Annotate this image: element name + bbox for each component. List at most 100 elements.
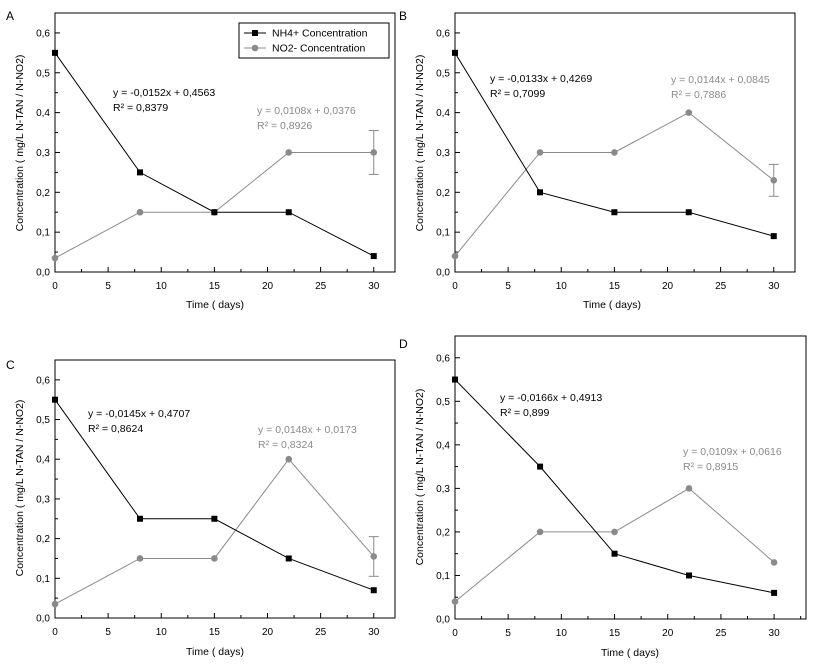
x-axis-title: Time ( days) xyxy=(186,646,244,658)
data-point-nh4 xyxy=(137,515,143,522)
data-point-no2 xyxy=(770,559,778,566)
data-point-no2 xyxy=(370,149,378,156)
y-tick-label: 0,3 xyxy=(36,148,50,159)
y-tick-label: 0,4 xyxy=(436,108,450,119)
data-point-nh4 xyxy=(211,209,218,216)
series-line-no2 xyxy=(454,112,775,257)
y-tick-label: 0,1 xyxy=(36,574,50,585)
series-line-no2 xyxy=(454,487,775,602)
x-tick-label: 25 xyxy=(715,281,727,292)
data-point-nh4 xyxy=(537,463,544,470)
x-tick-label: 0 xyxy=(52,281,58,292)
x-tick-label: 10 xyxy=(156,627,168,638)
legend-marker-square xyxy=(252,30,258,36)
x-tick-label: 20 xyxy=(262,627,274,638)
panel-c: 0,0 0,1 0,2 0,3 0,4 0,5 0,6 0 5 10 15 20 25 30 Time ( … xyxy=(6,358,396,658)
x-tick-label: 5 xyxy=(105,627,111,638)
data-point-nh4 xyxy=(686,572,692,579)
data-point-no2 xyxy=(770,177,778,184)
y-tick-label: 0,5 xyxy=(436,68,450,79)
x-tick-label: 15 xyxy=(209,281,221,292)
legend-label: NO2- Concentration xyxy=(272,43,366,55)
y-tick-label: 0,0 xyxy=(36,268,50,279)
y-tick-label: 0,4 xyxy=(436,440,450,451)
data-point-nh4 xyxy=(211,515,218,522)
regression-no2-equation: y = 0,0148x + 0,0173 xyxy=(258,424,357,436)
regression-no2-r-squared: R² = 0,8926 xyxy=(257,120,312,132)
y-tick-label: 0,5 xyxy=(36,68,50,79)
legend-box xyxy=(238,22,390,59)
data-point-nh4 xyxy=(611,550,618,557)
plot-frame xyxy=(54,12,396,273)
panel-a: 0,0 0,1 0,2 0,3 0,4 0,5 0,6 0 5 10 15 20 25 30 Time ( … xyxy=(6,9,396,311)
y-tick-label: 0,6 xyxy=(36,28,50,39)
regression-no2-r-squared: R² = 0,7886 xyxy=(671,89,726,101)
x-axis-title: Time ( days) xyxy=(583,299,641,311)
x-tick-label: 25 xyxy=(315,627,327,638)
data-point-no2 xyxy=(536,528,544,536)
regression-nh4-r-squared: R² = 0,899 xyxy=(500,407,549,419)
x-tick-label: 10 xyxy=(556,628,568,639)
data-point-no2 xyxy=(136,208,144,216)
y-tick-label: 0,3 xyxy=(36,494,50,505)
regression-nh4-equation: y = -0,0166x + 0,4913 xyxy=(500,392,602,404)
data-point-nh4 xyxy=(611,209,618,216)
y-tick-label: 0,2 xyxy=(36,188,50,199)
data-point-no2 xyxy=(51,600,59,608)
data-point-no2 xyxy=(211,555,218,562)
data-point-nh4 xyxy=(685,209,692,216)
x-tick-label: 15 xyxy=(609,281,621,292)
y-tick-label: 0,6 xyxy=(36,375,50,386)
x-tick-label: 25 xyxy=(715,628,727,639)
x-axis-title: Time ( days) xyxy=(186,299,244,311)
plot-frame xyxy=(54,359,396,619)
panel-letter: C xyxy=(6,358,15,372)
x-tick-label: 30 xyxy=(769,628,781,639)
y-tick-label: 0,2 xyxy=(436,527,450,538)
y-tick-label: 0,6 xyxy=(436,28,450,39)
y-tick-label: 0,1 xyxy=(436,571,450,582)
y-tick-label: 0,0 xyxy=(436,615,450,626)
y-tick-label: 0,1 xyxy=(436,228,450,239)
y-axis-title: Concentration ( mg/L N-TAN / N-NO2) xyxy=(414,389,426,566)
data-point-nh4 xyxy=(370,587,377,594)
x-tick-label: 0 xyxy=(52,627,58,638)
y-tick-label: 0,3 xyxy=(436,484,450,495)
data-point-nh4 xyxy=(770,233,777,240)
y-tick-label: 0,3 xyxy=(436,148,450,159)
y-axis-title: Concentration ( mg/L N-TAN / N-NO2) xyxy=(14,400,26,577)
y-tick-label: 0,4 xyxy=(36,455,50,466)
legend: NH4+ Concentration NO2- Concentration xyxy=(238,22,390,59)
panel-letter: A xyxy=(6,9,14,23)
data-point-nh4 xyxy=(285,555,292,562)
regression-no2-r-squared: R² = 0,8915 xyxy=(683,461,738,473)
x-tick-label: 0 xyxy=(452,281,458,292)
y-axis-title: Concentration ( mg/L N-TAN / N-NO2) xyxy=(414,55,426,232)
data-point-nh4 xyxy=(52,396,58,403)
data-point-nh4 xyxy=(452,376,458,383)
x-tick-label: 20 xyxy=(662,281,674,292)
y-tick-label: 0,4 xyxy=(36,108,50,119)
regression-no2-equation: y = 0,0144x + 0,0845 xyxy=(671,74,770,86)
data-point-nh4 xyxy=(771,589,778,596)
panel-d: 0,0 0,1 0,2 0,3 0,4 0,5 0,6 0 5 10 15 20 25 30 Time ( … xyxy=(399,335,807,659)
data-point-no2 xyxy=(536,149,544,156)
data-point-no2 xyxy=(611,149,618,156)
regression-nh4-r-squared: R² = 0,8624 xyxy=(88,423,143,435)
x-tick-label: 30 xyxy=(368,281,380,292)
y-tick-label: 0,0 xyxy=(436,268,450,279)
data-point-no2 xyxy=(285,455,293,463)
series-line-nh4 xyxy=(54,52,374,257)
y-axis-title: Concentration ( mg/L N-TAN / N-NO2) xyxy=(14,55,26,232)
x-tick-label: 30 xyxy=(368,627,380,638)
regression-nh4-r-squared: R² = 0,8379 xyxy=(113,102,168,114)
y-tick-label: 0,1 xyxy=(36,228,50,239)
series-line-no2 xyxy=(54,458,375,605)
x-tick-label: 25 xyxy=(315,281,327,292)
x-tick-label: 5 xyxy=(505,281,511,292)
data-point-nh4 xyxy=(537,189,543,196)
regression-no2-r-squared: R² = 0,8324 xyxy=(258,439,313,451)
x-tick-label: 15 xyxy=(209,627,221,638)
data-point-no2 xyxy=(451,598,459,605)
